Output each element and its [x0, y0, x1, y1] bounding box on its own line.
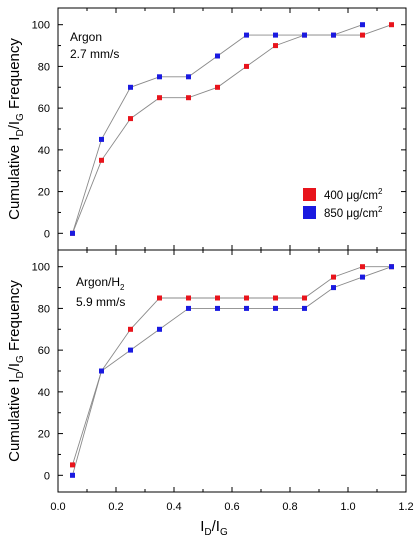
legend-label-850: 850 μg/cm2 [324, 205, 383, 220]
top-point-850 [215, 53, 220, 59]
bottom-point-400 [186, 295, 191, 301]
bottom-point-400 [360, 264, 365, 270]
x-tick-label: 1.2 [398, 501, 413, 513]
bottom-point-850 [157, 326, 162, 332]
top-point-850 [302, 32, 307, 38]
bottom-point-850 [244, 305, 249, 311]
bottom-point-850 [302, 305, 307, 311]
bottom-point-400 [244, 295, 249, 301]
bottom-point-850 [186, 305, 191, 311]
bottom-point-850 [389, 264, 394, 270]
top-point-400 [215, 84, 220, 90]
bottom-series-line-850 [72, 266, 392, 476]
bottom-point-400 [128, 326, 133, 332]
bottom-point-850 [331, 285, 336, 291]
bottom-point-400 [215, 295, 220, 301]
bottom-point-400 [157, 295, 162, 301]
top-point-400 [389, 22, 394, 28]
x-axis: 0.0 0.2 0.4 0.6 0.8 1.0 1.2 [50, 501, 413, 513]
legend-label-400: 400 μg/cm2 [324, 187, 383, 202]
top-y-tick-label: 0 [44, 228, 50, 240]
bottom-y-tick-label: 60 [38, 345, 50, 357]
top-point-400 [273, 43, 278, 49]
top-point-400 [128, 116, 133, 122]
top-point-400 [360, 32, 365, 38]
top-point-850 [360, 22, 365, 28]
bottom-point-400 [331, 274, 336, 280]
bottom-point-400 [70, 462, 75, 468]
legend-swatch-850 [303, 206, 316, 219]
top-point-850 [186, 74, 191, 80]
top-y-tick-label: 40 [38, 145, 50, 157]
top-y-axis-title: Cumulative ID/IG Frequency [6, 38, 26, 220]
bottom-point-850 [360, 274, 365, 280]
bottom-point-850 [70, 472, 75, 478]
x-tick-label: 0.2 [108, 501, 123, 513]
bottom-point-400 [302, 295, 307, 301]
x-tick-label: 0.6 [224, 501, 239, 513]
x-tick-label: 0.4 [166, 501, 181, 513]
top-panel: 0 20 40 60 80 100 Argon 2.7 mm/s 400 μg/cm2 8… [32, 7, 407, 251]
bottom-y-axis-title: Cumulative ID/IG Frequency [6, 280, 26, 462]
bottom-y-tick-label: 40 [38, 387, 50, 399]
top-point-400 [99, 157, 104, 163]
top-annotation-speed: 2.7 mm/s [70, 47, 119, 61]
bottom-point-850 [273, 305, 278, 311]
top-point-400 [186, 95, 191, 101]
top-point-850 [273, 32, 278, 38]
bottom-point-400 [273, 295, 278, 301]
bottom-annotation-speed: 5.9 mm/s [76, 295, 125, 309]
x-tick-label: 0.0 [50, 501, 65, 513]
top-point-850 [157, 74, 162, 80]
top-y-tick-label: 20 [38, 187, 50, 199]
legend-swatch-400 [303, 188, 316, 201]
top-point-850 [244, 32, 249, 38]
bottom-annotation-gas: Argon/H2 [76, 275, 125, 292]
bottom-point-850 [215, 305, 220, 311]
bottom-series-line-400 [72, 266, 392, 466]
top-series-line-400 [72, 24, 392, 234]
bottom-y-tick-label: 100 [32, 262, 50, 274]
bottom-point-850 [99, 368, 104, 374]
x-axis-title: ID/IG [200, 518, 228, 538]
legend: 400 μg/cm2 850 μg/cm2 [303, 187, 383, 220]
bottom-point-850 [128, 347, 133, 353]
top-y-tick-label: 60 [38, 103, 50, 115]
top-point-400 [244, 63, 249, 69]
bottom-y-tick-label: 80 [38, 303, 50, 315]
x-tick-label: 1.0 [340, 501, 355, 513]
top-point-850 [331, 32, 336, 38]
bottom-panel: 0 20 40 60 80 100 Argon/H2 5.9 mm/s [32, 249, 407, 493]
x-tick-label: 0.8 [282, 501, 297, 513]
bottom-y-tick-label: 0 [44, 470, 50, 482]
top-annotation-gas: Argon [70, 30, 102, 44]
top-y-tick-label: 100 [32, 20, 50, 32]
top-point-850 [99, 136, 104, 142]
top-point-850 [70, 230, 75, 236]
top-y-tick-label: 80 [38, 61, 50, 73]
bottom-y-tick-label: 20 [38, 429, 50, 441]
bottom-plot-frame [57, 249, 407, 493]
top-point-400 [157, 95, 162, 101]
top-point-850 [128, 84, 133, 90]
